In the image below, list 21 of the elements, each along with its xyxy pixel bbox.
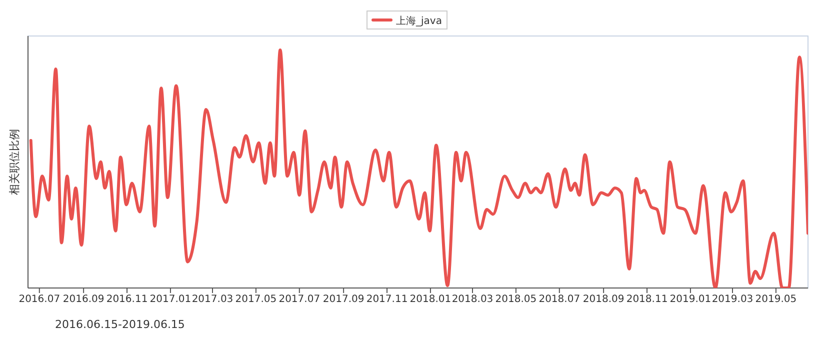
x-tick-label: 2017.11: [366, 294, 408, 305]
y-axis-title: 相关职位比例: [8, 129, 21, 195]
x-tick-label: 2018.05: [495, 294, 537, 305]
legend-label: 上海_java: [396, 15, 442, 27]
x-tick-label: 2018.09: [582, 294, 624, 305]
x-tick-label: 2017.01: [150, 294, 192, 305]
x-tick-label: 2017.03: [192, 294, 234, 305]
x-tick-label: 2018.03: [452, 294, 494, 305]
x-tick-label: 2016.07: [18, 294, 60, 305]
x-tick-label: 2016.11: [106, 294, 148, 305]
x-tick-label: 2019.01: [670, 294, 712, 305]
x-tick-label: 2016.09: [62, 294, 104, 305]
x-tick-label: 2018.01: [410, 294, 452, 305]
x-tick-label: 2019.05: [755, 294, 797, 305]
x-tick-label: 2017.09: [322, 294, 364, 305]
x-tick-label: 2017.07: [278, 294, 320, 305]
x-tick-label: 2018.07: [538, 294, 580, 305]
x-tick-label: 2018.11: [626, 294, 668, 305]
x-tick-label: 2019.03: [712, 294, 754, 305]
text: 2016.06.15-2019.06.15: [55, 318, 185, 331]
x-tick-label: 2017.05: [235, 294, 277, 305]
